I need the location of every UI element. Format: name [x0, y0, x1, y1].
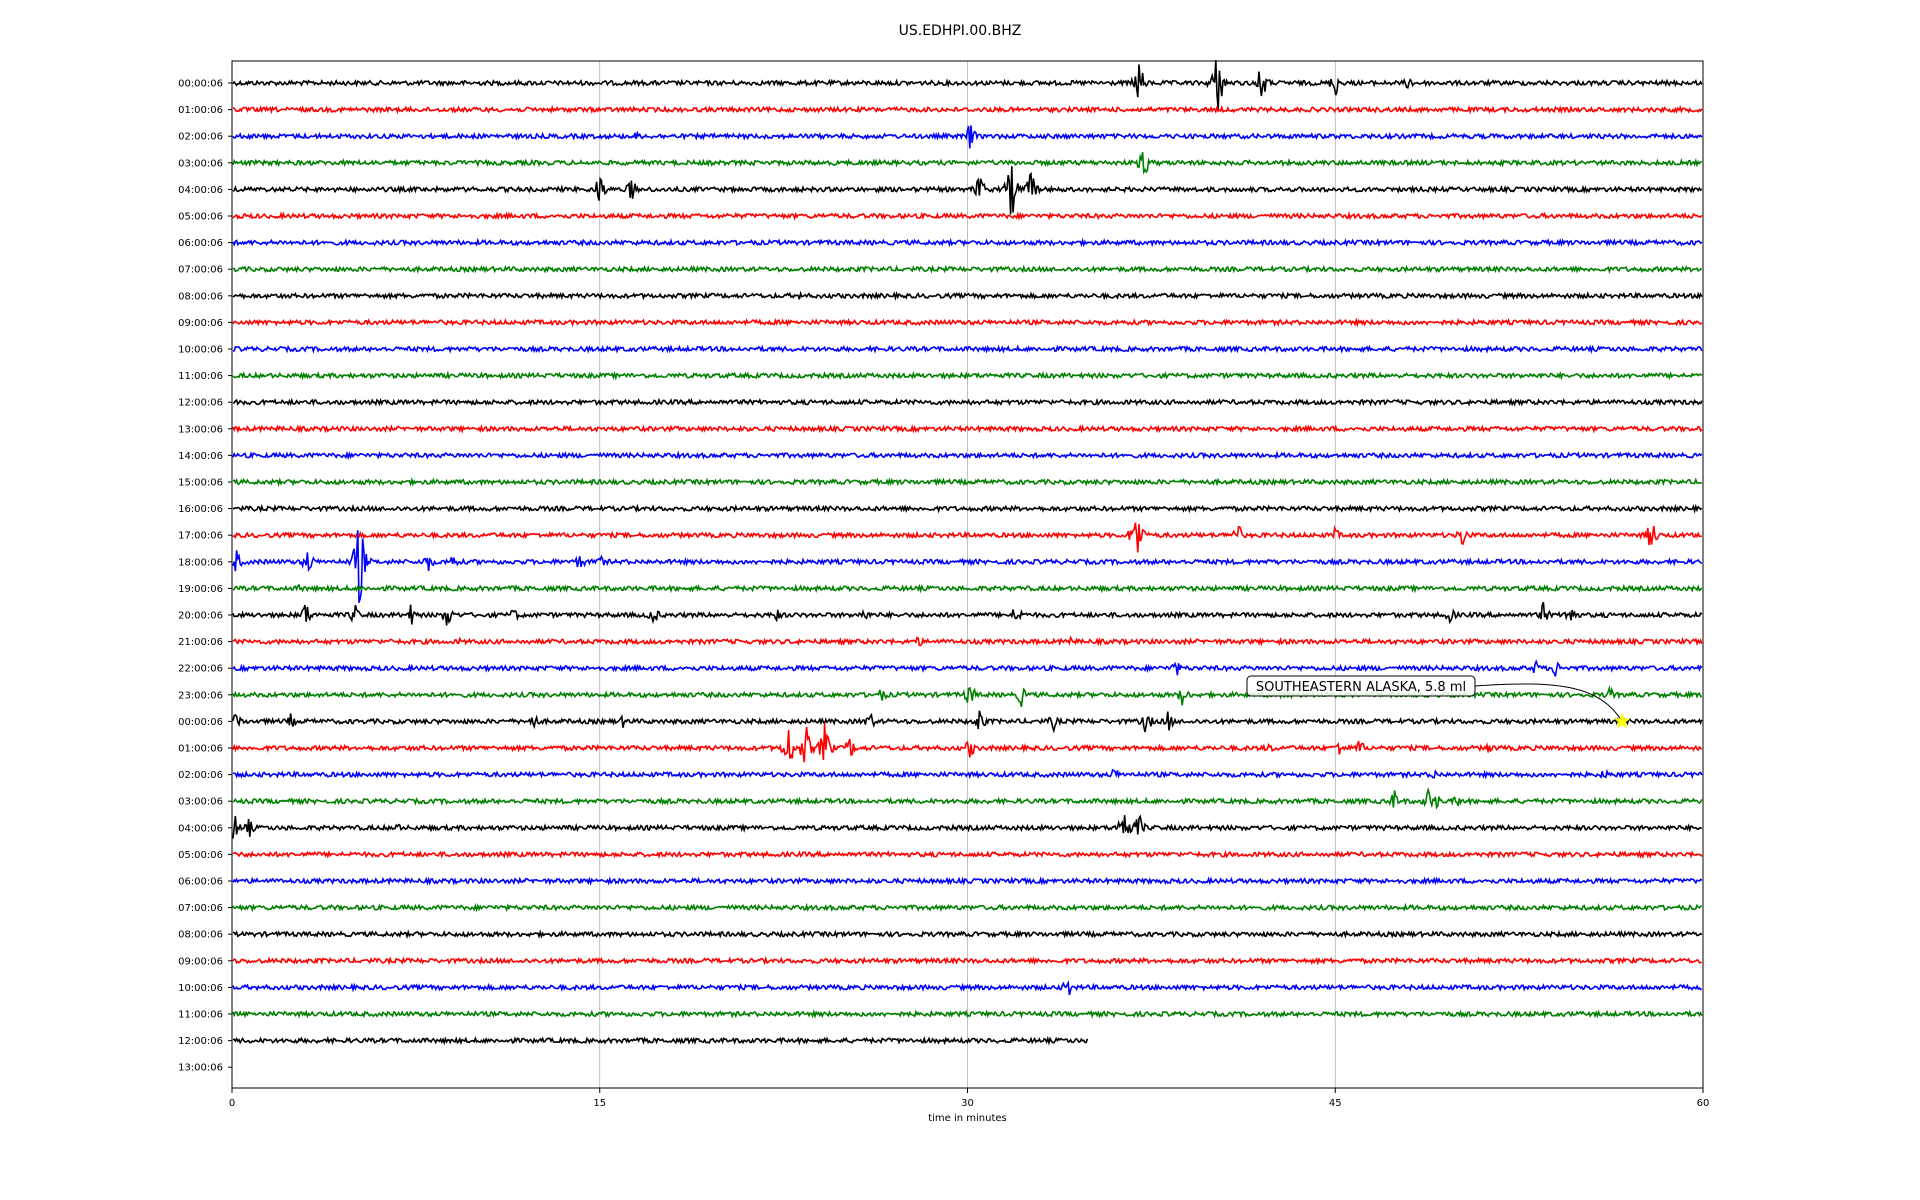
row-label: 11:00:06 — [178, 1010, 223, 1021]
row-label: 04:00:06 — [178, 185, 223, 196]
row-label: 10:00:06 — [178, 983, 223, 994]
trace-row-26 — [232, 768, 1703, 780]
trace-row-28 — [232, 814, 1702, 839]
row-label: 09:00:06 — [178, 318, 223, 329]
row-label: 19:00:06 — [178, 584, 223, 595]
row-label: 12:00:06 — [178, 1036, 223, 1047]
trace-row-29 — [232, 849, 1703, 859]
trace-row-8 — [232, 290, 1703, 302]
trace-row-1 — [232, 104, 1703, 115]
row-label: 22:00:06 — [178, 664, 223, 675]
trace-row-6 — [232, 237, 1703, 248]
event-star-marker — [1614, 713, 1631, 729]
row-label: 14:00:06 — [178, 451, 223, 462]
row-label: 00:00:06 — [178, 717, 223, 728]
trace-row-2 — [232, 125, 1703, 149]
row-label: 11:00:06 — [178, 371, 223, 382]
trace-row-10 — [232, 344, 1703, 355]
row-label: 02:00:06 — [178, 132, 223, 143]
row-label: 03:00:06 — [178, 797, 223, 808]
x-axis-ticks: 0 15 30 45 60 — [229, 1088, 1710, 1109]
row-label: 05:00:06 — [178, 850, 223, 861]
trace-row-13 — [232, 424, 1703, 434]
row-label: 07:00:06 — [178, 903, 223, 914]
row-label: 10:00:06 — [178, 345, 223, 356]
row-label: 09:00:06 — [178, 956, 223, 967]
trace-row-19 — [232, 583, 1703, 594]
vertical-grid — [599, 61, 1336, 1088]
row-label: 07:00:06 — [178, 265, 223, 276]
x-tick-label: 15 — [593, 1098, 606, 1109]
row-label: 03:00:06 — [178, 158, 223, 169]
trace-row-3 — [232, 152, 1703, 175]
row-label: 21:00:06 — [178, 637, 223, 648]
row-label: 13:00:06 — [178, 424, 223, 435]
row-label: 13:00:06 — [178, 1063, 223, 1074]
trace-row-17 — [232, 522, 1702, 553]
trace-row-24 — [232, 710, 1703, 734]
x-tick-label: 60 — [1697, 1098, 1710, 1109]
event-annotation: SOUTHEASTERN ALASKA, 5.8 ml — [1246, 675, 1631, 729]
trace-row-12 — [232, 397, 1703, 407]
trace-row-21 — [232, 635, 1703, 647]
trace-row-35 — [232, 1008, 1703, 1020]
x-tick-label: 30 — [961, 1098, 974, 1109]
row-label: 20:00:06 — [178, 611, 223, 622]
row-label: 05:00:06 — [178, 212, 223, 223]
row-label: 12:00:06 — [178, 398, 223, 409]
row-label: 15:00:06 — [178, 478, 223, 489]
trace-row-7 — [232, 264, 1703, 275]
trace-row-20 — [232, 601, 1703, 626]
row-label: 08:00:06 — [178, 930, 223, 941]
trace-row-25 — [232, 723, 1703, 763]
trace-row-0 — [232, 60, 1703, 110]
trace-row-22 — [232, 659, 1703, 677]
row-label: 16:00:06 — [178, 504, 223, 515]
annotation-arrow — [1474, 683, 1623, 722]
trace-row-33 — [232, 955, 1702, 966]
trace-row-34 — [232, 979, 1702, 996]
x-axis-label: time in minutes — [928, 1113, 1007, 1124]
trace-row-15 — [232, 476, 1703, 487]
row-label: 17:00:06 — [178, 531, 223, 542]
x-tick-label: 45 — [1329, 1098, 1342, 1109]
trace-row-30 — [232, 876, 1703, 886]
trace-row-14 — [232, 450, 1703, 461]
row-time-labels: 00:00:06 01:00:06 02:00:06 03:00:06 04:00:06… — [178, 79, 232, 1074]
row-label: 23:00:06 — [178, 690, 223, 701]
row-label: 01:00:06 — [178, 105, 223, 116]
row-label: 02:00:06 — [178, 770, 223, 781]
trace-row-31 — [232, 902, 1703, 913]
annotation-label: SOUTHEASTERN ALASKA, 5.8 ml — [1256, 680, 1466, 695]
row-label: 06:00:06 — [178, 877, 223, 888]
annotation-box — [1246, 675, 1476, 697]
trace-row-16 — [232, 503, 1703, 514]
trace-row-32 — [232, 929, 1703, 940]
row-label: 18:00:06 — [178, 557, 223, 568]
trace-row-11 — [232, 370, 1703, 381]
trace-row-36 — [232, 1035, 1089, 1046]
trace-row-4 — [232, 166, 1703, 215]
row-label: 06:00:06 — [178, 238, 223, 249]
trace-row-5 — [232, 210, 1703, 221]
x-tick-label: 0 — [229, 1098, 235, 1109]
trace-row-27 — [232, 786, 1703, 810]
row-label: 04:00:06 — [178, 823, 223, 834]
trace-row-18 — [232, 530, 1703, 603]
row-label: 00:00:06 — [178, 79, 223, 90]
trace-group — [232, 60, 1703, 1046]
chart-title: US.EDHPI.00.BHZ — [899, 23, 1022, 39]
row-label: 01:00:06 — [178, 744, 223, 755]
row-label: 08:00:06 — [178, 291, 223, 302]
trace-row-9 — [232, 317, 1703, 328]
